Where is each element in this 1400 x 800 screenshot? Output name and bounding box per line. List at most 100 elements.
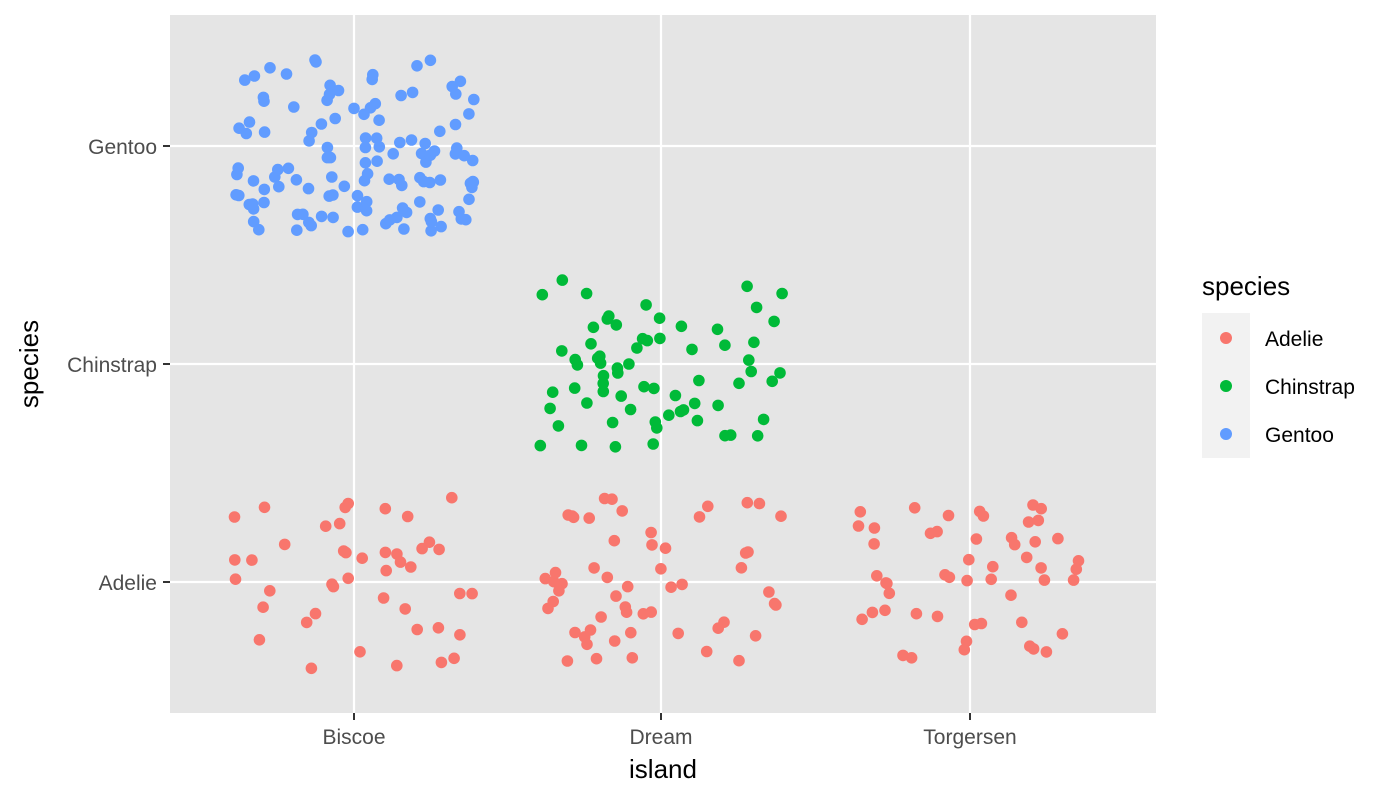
data-point-gentoo (258, 196, 270, 209)
data-point-gentoo (258, 126, 271, 138)
x-axis-title: island (629, 754, 697, 784)
data-point-adelie (432, 622, 445, 634)
data-point-gentoo (247, 175, 260, 187)
legend-label: Adelie (1265, 328, 1323, 351)
data-point-gentoo (288, 101, 300, 113)
data-point-adelie (1005, 589, 1017, 601)
data-point-chinstrap (623, 358, 635, 370)
data-point-adelie (567, 511, 580, 524)
data-point-adelie (958, 643, 971, 656)
data-point-chinstrap (568, 382, 581, 394)
data-point-adelie (1022, 516, 1035, 528)
data-point-adelie (356, 552, 369, 564)
data-point-adelie (880, 577, 892, 589)
data-point-adelie (553, 585, 565, 597)
data-point-adelie (645, 526, 657, 539)
data-point-gentoo (239, 74, 251, 86)
data-point-adelie (548, 575, 560, 588)
data-point-gentoo (361, 168, 374, 180)
x-axis: Biscoe Dream Torgersen (322, 713, 1017, 749)
data-point-chinstrap (601, 313, 614, 325)
data-point-gentoo (332, 84, 345, 97)
data-point-adelie (411, 623, 424, 636)
legend-key-adelie (1220, 332, 1232, 344)
data-point-adelie (339, 501, 352, 514)
data-point-adelie (608, 635, 621, 647)
data-point-adelie (646, 539, 658, 551)
data-point-adelie (257, 601, 269, 613)
data-point-chinstrap (648, 382, 660, 395)
data-point-gentoo (373, 114, 385, 126)
data-point-gentoo (369, 97, 382, 110)
data-point-chinstrap (675, 320, 688, 333)
data-point-gentoo (359, 157, 372, 169)
data-point-chinstrap (745, 365, 757, 378)
data-point-adelie (229, 573, 242, 585)
data-point-gentoo (458, 149, 471, 162)
data-point-adelie (852, 520, 865, 532)
data-point-chinstrap (552, 420, 565, 432)
data-point-gentoo (291, 208, 304, 221)
data-point-adelie (625, 626, 637, 639)
data-point-chinstrap (624, 403, 637, 416)
data-point-gentoo (405, 134, 418, 146)
data-point-gentoo (252, 223, 265, 236)
data-point-chinstrap (733, 377, 745, 390)
data-point-adelie (606, 493, 618, 506)
data-point-chinstrap (774, 367, 786, 379)
data-point-adelie (987, 560, 999, 573)
data-point-adelie (856, 613, 868, 626)
legend-title: species (1202, 271, 1290, 301)
data-point-chinstrap (556, 345, 568, 357)
data-point-chinstrap (750, 301, 763, 314)
data-point-gentoo (291, 224, 303, 236)
data-point-gentoo (449, 148, 462, 160)
data-point-gentoo (406, 86, 419, 99)
data-point-gentoo (327, 211, 339, 224)
data-point-gentoo (338, 180, 351, 193)
data-point-chinstrap (534, 439, 547, 452)
data-point-gentoo (425, 215, 438, 228)
data-point-chinstrap (631, 342, 643, 354)
data-point-gentoo (272, 163, 284, 176)
data-point-adelie (446, 491, 458, 504)
data-point-adelie (229, 554, 241, 566)
data-point-adelie (278, 538, 291, 551)
data-point-gentoo (360, 195, 373, 208)
data-point-gentoo (326, 171, 338, 183)
data-point-chinstrap (641, 334, 654, 347)
data-point-chinstrap (748, 336, 760, 349)
x-tick-label: Dream (629, 726, 692, 749)
data-point-chinstrap (768, 315, 780, 328)
data-point-adelie (542, 602, 554, 615)
data-point-chinstrap (653, 312, 666, 325)
data-point-adelie (454, 587, 466, 600)
data-point-gentoo (466, 154, 479, 167)
data-point-chinstrap (711, 323, 724, 336)
data-point-adelie (264, 585, 276, 597)
data-point-adelie (391, 659, 403, 672)
data-point-chinstrap (663, 409, 675, 422)
data-point-adelie (1056, 628, 1069, 640)
data-point-adelie (963, 553, 975, 566)
data-point-chinstrap (743, 354, 755, 366)
data-point-gentoo (435, 220, 447, 233)
data-point-gentoo (460, 213, 472, 226)
data-point-chinstrap (766, 375, 778, 388)
data-point-adelie (868, 538, 880, 550)
data-point-adelie (423, 536, 436, 548)
data-point-adelie (676, 578, 688, 591)
legend: species Adelie Chinstrap Gentoo (1202, 271, 1355, 458)
y-axis-title: species (14, 320, 44, 408)
data-point-chinstrap (741, 280, 753, 293)
data-point-adelie (377, 592, 390, 604)
data-point-chinstrap (597, 385, 610, 398)
data-point-gentoo (290, 174, 303, 186)
data-point-chinstrap (649, 416, 662, 428)
data-point-adelie (985, 573, 997, 586)
data-point-chinstrap (677, 404, 690, 416)
data-point-gentoo (468, 93, 480, 106)
data-point-adelie (583, 512, 595, 524)
data-point-chinstrap (585, 338, 597, 350)
data-point-gentoo (464, 177, 477, 190)
